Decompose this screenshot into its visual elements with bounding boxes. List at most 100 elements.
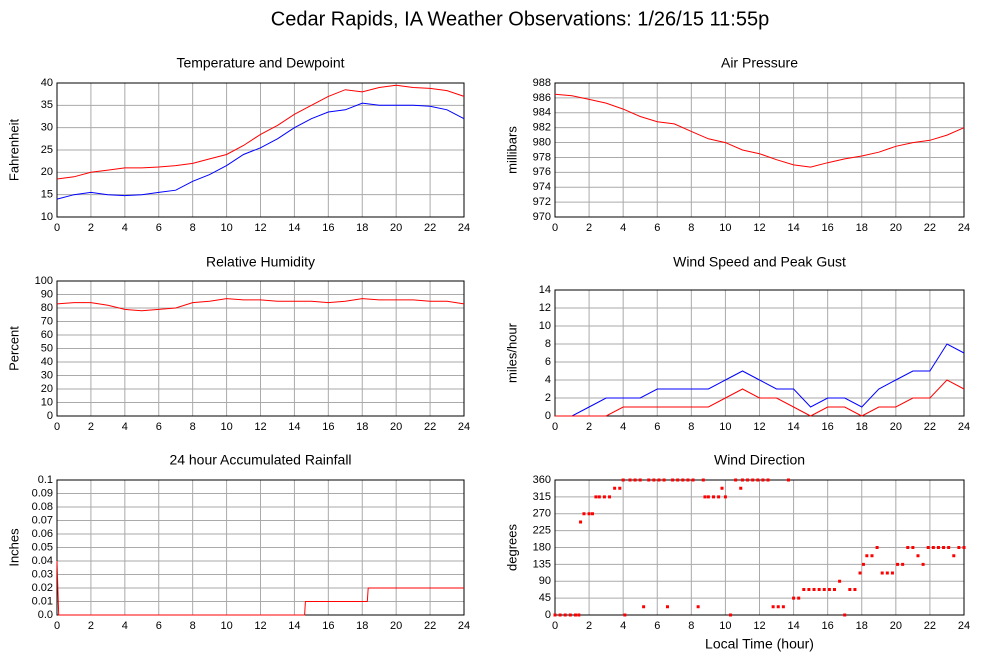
data-point bbox=[792, 596, 796, 600]
data-point bbox=[740, 478, 744, 482]
y-tick-label: 10 bbox=[41, 211, 53, 223]
chart-title: 24 hour Accumulated Rainfall bbox=[169, 452, 351, 468]
data-point bbox=[642, 605, 646, 609]
data-point bbox=[590, 512, 594, 516]
x-tick-label: 18 bbox=[856, 620, 868, 632]
x-tick-label: 6 bbox=[156, 421, 162, 433]
x-tick-label: 8 bbox=[190, 222, 196, 234]
data-point bbox=[594, 495, 598, 499]
y-tick-label: 2 bbox=[545, 392, 551, 404]
x-tick-label: 14 bbox=[288, 620, 300, 632]
y-tick-label: 12 bbox=[539, 302, 551, 314]
x-tick-label: 20 bbox=[890, 222, 902, 234]
x-tick-label: 16 bbox=[322, 620, 334, 632]
x-tick-label: 14 bbox=[288, 421, 300, 433]
x-tick-label: 0 bbox=[552, 421, 558, 433]
x-tick-label: 10 bbox=[719, 421, 731, 433]
x-tick-label: 4 bbox=[122, 421, 128, 433]
x-tick-label: 8 bbox=[688, 421, 694, 433]
x-tick-label: 4 bbox=[122, 222, 128, 234]
data-point bbox=[602, 495, 606, 499]
data-point bbox=[587, 512, 591, 516]
x-tick-label: 14 bbox=[787, 421, 799, 433]
chart-title: Wind Direction bbox=[714, 452, 805, 468]
y-tick-label: 10 bbox=[539, 320, 551, 332]
x-tick-label: 18 bbox=[356, 620, 368, 632]
data-point bbox=[558, 613, 562, 617]
y-tick-label: 0.09 bbox=[32, 487, 53, 499]
x-tick-label: 12 bbox=[254, 222, 266, 234]
data-line bbox=[56, 102, 465, 200]
x-tick-label: 0 bbox=[54, 620, 60, 632]
data-point bbox=[623, 613, 627, 617]
data-point bbox=[906, 546, 910, 549]
data-point bbox=[853, 588, 857, 591]
chart-title: Relative Humidity bbox=[206, 254, 315, 270]
x-tick-label: 16 bbox=[822, 222, 834, 234]
y-tick-label: 14 bbox=[539, 284, 551, 296]
data-point bbox=[870, 554, 874, 558]
x-tick-label: 22 bbox=[924, 222, 936, 234]
x-tick-label: 10 bbox=[220, 421, 232, 433]
x-tick-label: 12 bbox=[254, 421, 266, 433]
data-point bbox=[720, 486, 724, 490]
data-point bbox=[681, 478, 685, 482]
x-tick-label: 12 bbox=[753, 620, 765, 632]
data-point bbox=[957, 546, 961, 549]
x-tick-label: 24 bbox=[458, 421, 470, 433]
x-tick-label: 20 bbox=[890, 620, 902, 632]
y-tick-label: 180 bbox=[533, 541, 551, 553]
data-point bbox=[921, 562, 925, 566]
y-tick-label: 30 bbox=[41, 122, 53, 134]
x-tick-label: 4 bbox=[620, 222, 626, 234]
data-point bbox=[696, 605, 700, 609]
data-point bbox=[751, 478, 755, 482]
plot-frame bbox=[554, 82, 965, 218]
y-tick-label: 70 bbox=[41, 315, 53, 327]
x-axis-label: Local Time (hour) bbox=[705, 636, 814, 652]
data-point bbox=[926, 546, 930, 549]
data-point bbox=[563, 613, 567, 617]
data-point bbox=[633, 478, 637, 482]
data-point bbox=[962, 546, 966, 549]
x-tick-label: 16 bbox=[822, 620, 834, 632]
y-tick-label: 20 bbox=[41, 166, 53, 178]
data-point bbox=[890, 571, 894, 575]
data-point bbox=[942, 546, 946, 549]
data-point bbox=[952, 554, 956, 558]
x-tick-label: 2 bbox=[586, 421, 592, 433]
x-tick-label: 2 bbox=[88, 620, 94, 632]
data-point bbox=[628, 478, 632, 482]
data-point bbox=[618, 486, 622, 490]
data-point bbox=[703, 495, 707, 499]
x-tick-label: 12 bbox=[254, 620, 266, 632]
x-tick-label: 8 bbox=[190, 421, 196, 433]
y-tick-label: 6 bbox=[545, 356, 551, 368]
data-line bbox=[555, 379, 965, 417]
data-point bbox=[848, 588, 852, 591]
y-tick-label: 0 bbox=[545, 410, 551, 422]
plot-frame bbox=[56, 280, 465, 417]
x-tick-label: 18 bbox=[856, 222, 868, 234]
data-point bbox=[691, 478, 695, 482]
x-tick-label: 10 bbox=[719, 620, 731, 632]
y-axis-label: degrees bbox=[504, 524, 519, 571]
y-axis-label: Inches bbox=[6, 528, 21, 567]
y-tick-label: 90 bbox=[539, 575, 551, 587]
x-tick-label: 24 bbox=[958, 620, 970, 632]
x-tick-label: 10 bbox=[719, 222, 731, 234]
y-tick-label: 80 bbox=[41, 302, 53, 314]
x-tick-label: 20 bbox=[390, 620, 402, 632]
x-tick-label: 10 bbox=[220, 222, 232, 234]
data-point bbox=[807, 588, 811, 591]
data-point bbox=[553, 613, 557, 617]
data-point bbox=[771, 605, 775, 609]
data-point bbox=[832, 588, 836, 591]
data-point bbox=[947, 546, 951, 549]
data-line bbox=[56, 84, 465, 180]
chart: Wind Direction degrees Local Time (hour) 0 4… bbox=[504, 452, 970, 652]
y-tick-label: 972 bbox=[533, 196, 551, 208]
y-axis-label: millibars bbox=[504, 126, 519, 174]
data-point bbox=[662, 478, 666, 482]
